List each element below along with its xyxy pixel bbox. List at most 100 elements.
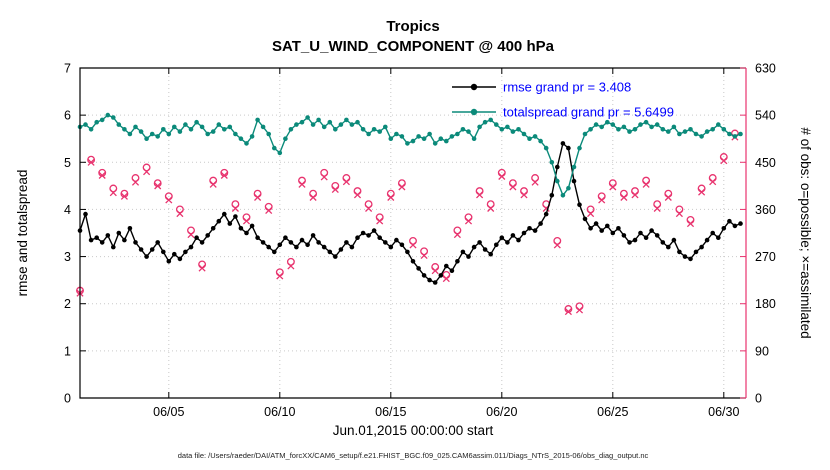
tick-labels: 0 1 2 3 4 5 6 7 0 90 180 270 360 450 540 630 06/05 06/10 0… — [64, 62, 776, 420]
obs-assimilated-point — [265, 206, 273, 215]
totalspread-point — [516, 127, 521, 132]
y2-tick-label: 270 — [755, 250, 776, 264]
rmse-point — [555, 164, 560, 170]
totalspread-point — [166, 131, 172, 137]
totalspread-point — [605, 119, 610, 125]
rmse-point — [421, 273, 427, 278]
totalspread-series — [77, 112, 743, 198]
rmse-point — [699, 244, 704, 250]
totalspread-point — [471, 136, 477, 141]
rmse-point — [283, 235, 288, 240]
obs-possible-point — [331, 181, 340, 190]
obs-assimilated-point — [498, 172, 506, 180]
obs-possible-point — [298, 176, 306, 185]
totalspread-point — [732, 134, 738, 139]
rmse-point — [521, 230, 527, 236]
rmse-point — [560, 141, 566, 146]
obs-assimilated-point — [276, 272, 284, 280]
rmse-point — [727, 218, 732, 224]
rmse-point — [321, 244, 327, 250]
totalspread-point — [593, 122, 599, 127]
totalspread-point — [510, 129, 516, 134]
totalspread-point — [710, 127, 715, 132]
obs-assimilated-point — [442, 275, 450, 283]
rmse-point — [582, 216, 588, 222]
totalspread-point — [627, 129, 632, 134]
totalspread-point — [99, 117, 105, 123]
rmse-point — [210, 226, 216, 231]
totalspread-point — [427, 131, 432, 137]
obs-assimilated-point — [309, 193, 317, 201]
totalspread-point — [116, 122, 122, 127]
rmse-point — [377, 235, 383, 240]
rmse-point — [532, 228, 538, 233]
rmse-point — [516, 237, 521, 243]
y-tick-label: 6 — [64, 109, 71, 123]
obs-assimilated-point — [520, 191, 528, 199]
rmse-point — [344, 240, 349, 245]
rmse-point — [216, 218, 222, 224]
obs-assimilated-point — [98, 171, 106, 179]
rmse-point — [310, 233, 316, 238]
y-tick-label: 0 — [64, 392, 71, 406]
rmse-point — [99, 240, 105, 245]
obs-assimilated-point — [209, 180, 217, 188]
obs-assimilated-point — [464, 217, 473, 225]
totalspread-point — [294, 122, 299, 127]
totalspread-point — [571, 164, 577, 170]
totalspread-point — [349, 122, 355, 127]
totalspread-point — [444, 138, 449, 144]
obs-assimilated-point — [664, 193, 672, 201]
rmse-point — [405, 249, 410, 255]
totalspread-point — [449, 134, 455, 139]
rmse-point — [510, 233, 516, 238]
rmse-point — [349, 244, 355, 250]
totalspread-point — [199, 124, 205, 130]
obs-assimilated-point — [231, 204, 239, 212]
legend-label-rmse: rmse grand pr = 3.408 — [503, 80, 631, 95]
obs-possible-point — [431, 263, 440, 271]
totalspread-point — [460, 127, 466, 132]
series-lines — [77, 112, 743, 285]
rmse-point — [122, 237, 127, 243]
rmse-point — [288, 240, 294, 245]
totalspread-point — [555, 178, 560, 184]
rmse-point — [233, 214, 238, 219]
y2-tick-label: 540 — [755, 109, 776, 123]
rmse-point — [477, 240, 482, 245]
y2-tick-label: 360 — [755, 203, 776, 217]
totalspread-point — [621, 124, 627, 130]
rmse-point — [499, 235, 505, 240]
rmse-point — [388, 244, 394, 250]
rmse-point — [444, 263, 449, 269]
totalspread-point — [488, 117, 494, 123]
rmse-point — [505, 240, 510, 245]
rmse-point — [194, 235, 199, 240]
totalspread-point — [377, 129, 383, 134]
rmse-point — [643, 235, 649, 240]
rmse-point — [627, 240, 632, 245]
totalspread-point — [371, 127, 377, 132]
obs-possible-point — [342, 174, 351, 182]
totalspread-point — [149, 131, 155, 137]
rmse-point — [710, 230, 715, 236]
totalspread-point — [138, 129, 144, 134]
obs-assimilated-point — [453, 231, 461, 239]
totalspread-point — [660, 127, 666, 132]
legend-marker-rmse — [470, 83, 478, 91]
rmse-point — [632, 237, 638, 243]
obs-possible-point — [686, 215, 695, 224]
totalspread-point — [438, 136, 444, 141]
obs-assimilated-point — [198, 264, 206, 272]
totalspread-point — [161, 127, 166, 132]
rmse-point — [488, 251, 494, 257]
totalspread-point — [494, 122, 499, 127]
obs-assimilated-point — [476, 191, 484, 199]
obs-possible-point — [209, 176, 218, 185]
rmse-point — [654, 233, 660, 238]
obs-assimilated-point — [420, 251, 428, 260]
rmse-point — [482, 247, 488, 252]
obs-possible-point — [631, 187, 639, 196]
totalspread-point — [205, 131, 210, 137]
